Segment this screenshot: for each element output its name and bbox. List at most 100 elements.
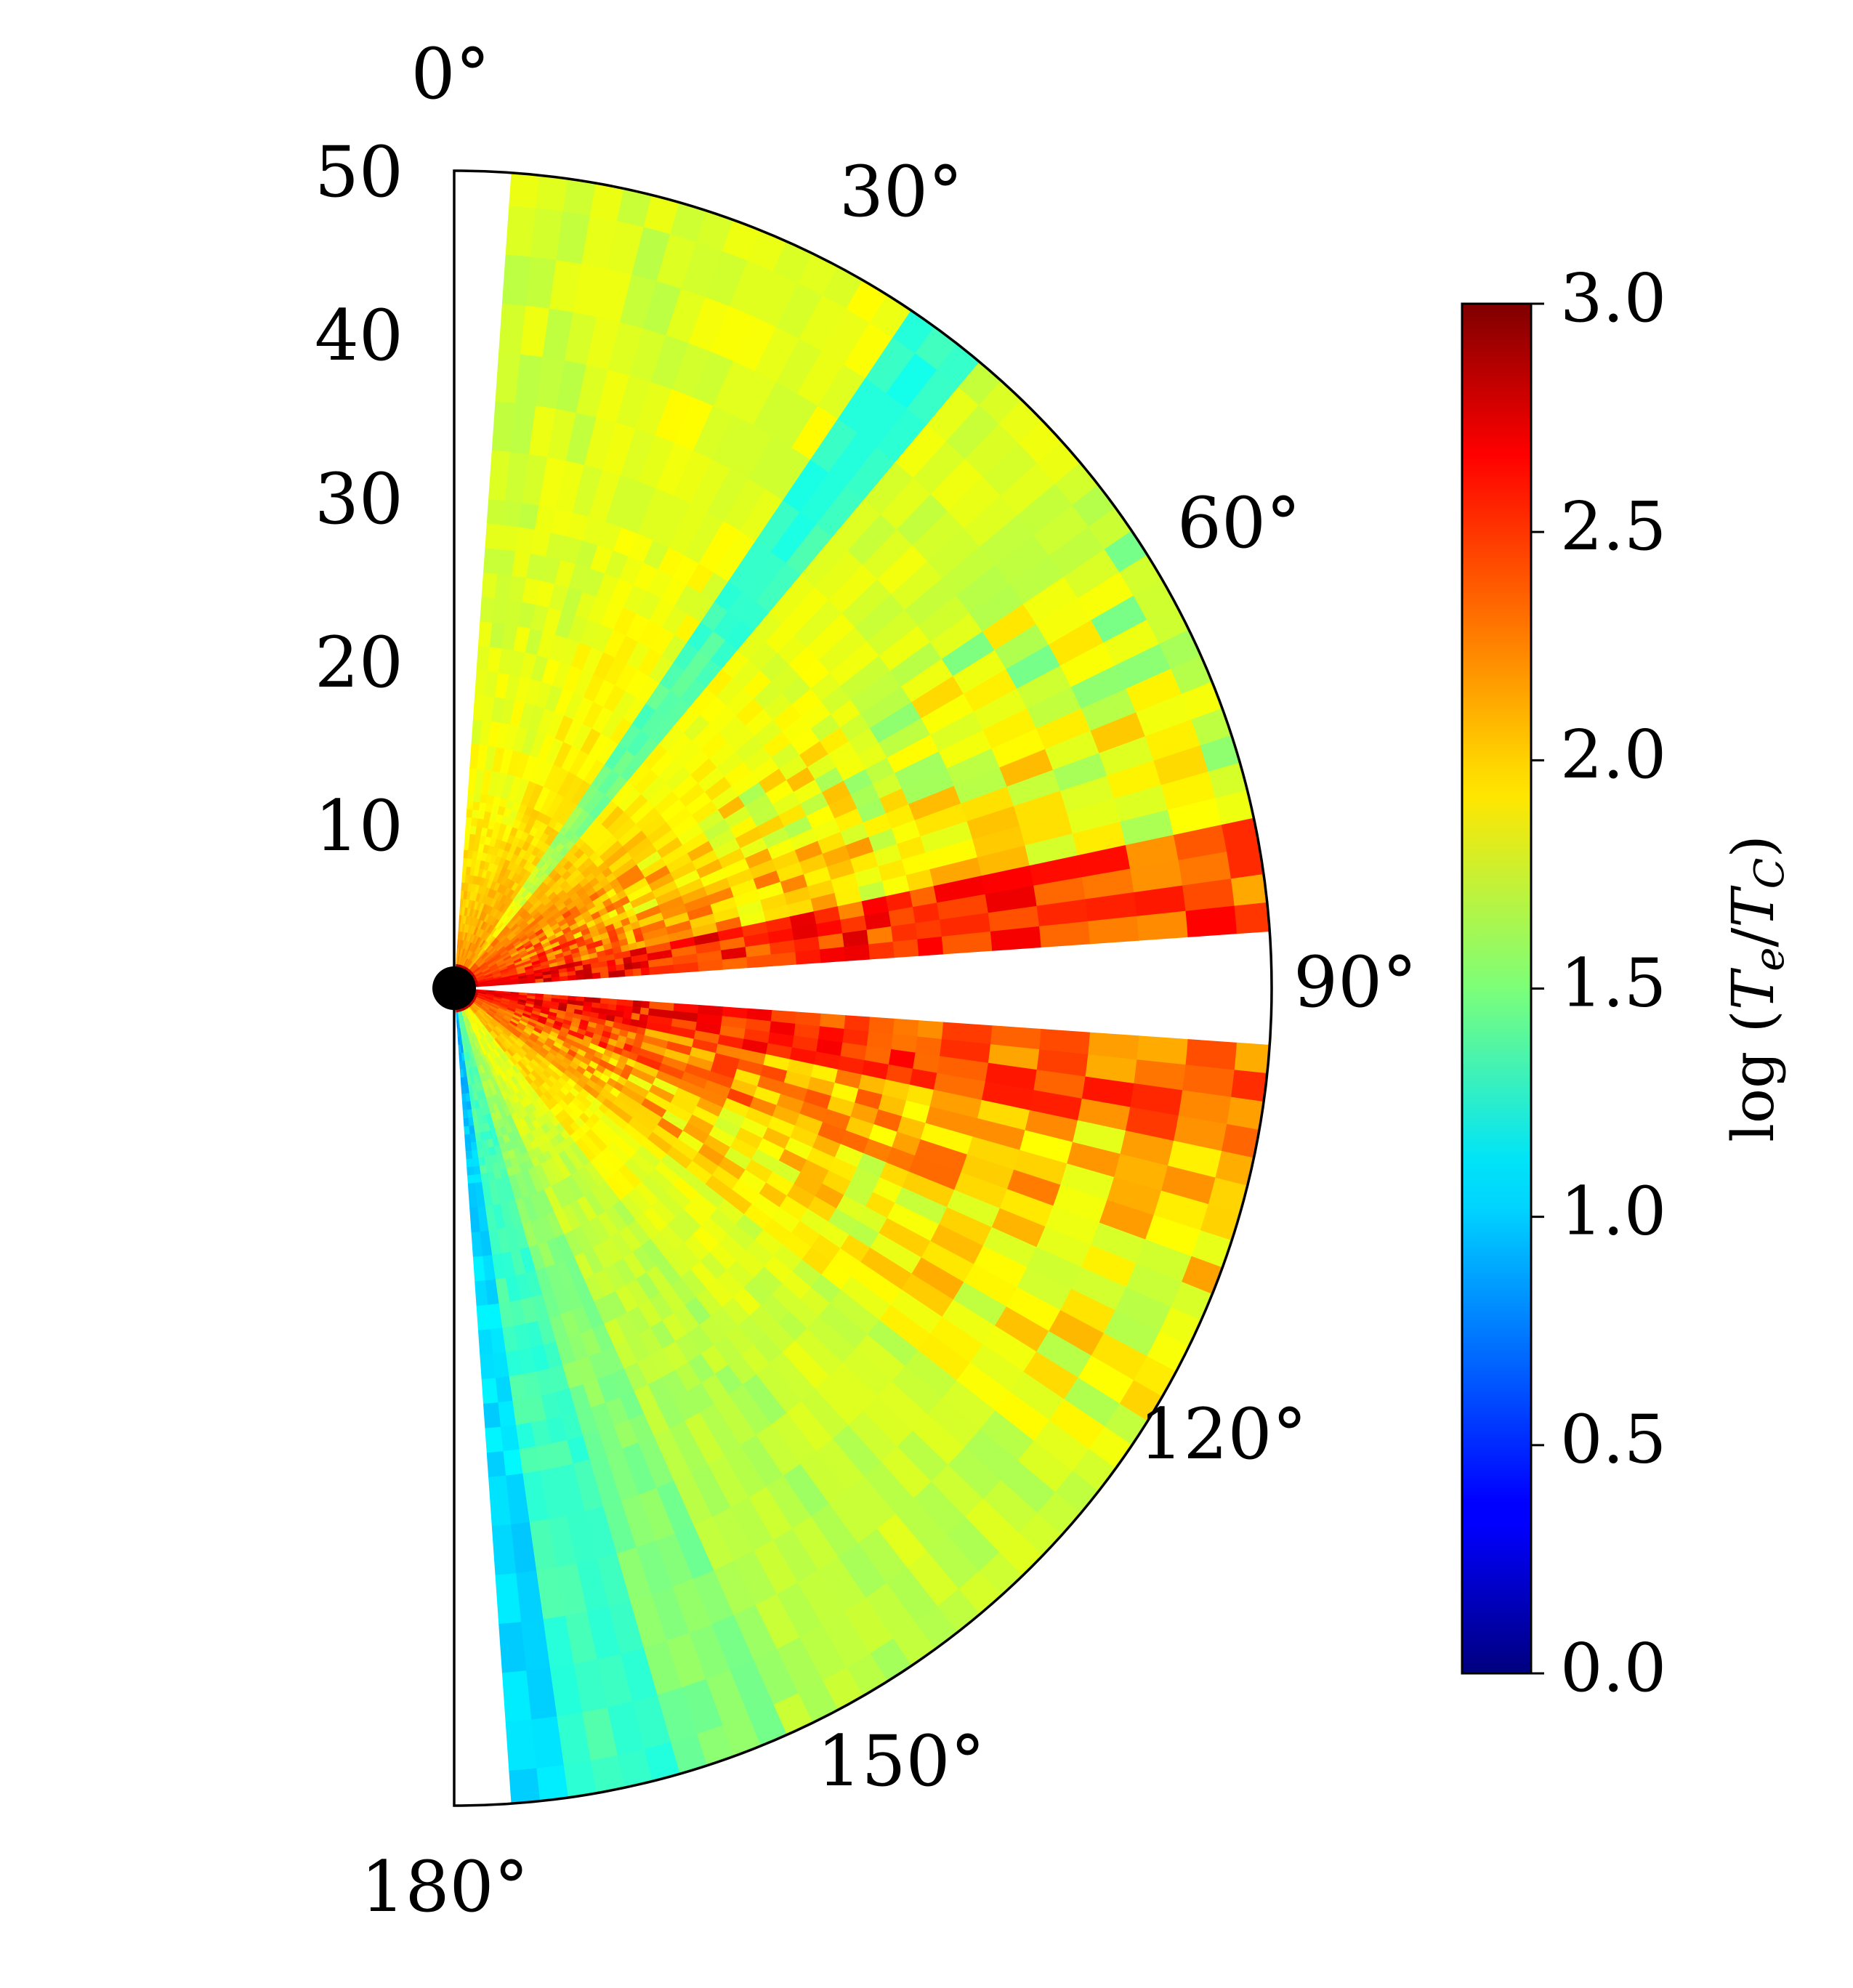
radial-tick-labels: 10 20 30 40 50	[315, 132, 403, 867]
heatmap-cell	[624, 969, 634, 977]
heatmap-cell	[483, 1402, 501, 1429]
heatmap-cell	[460, 1085, 466, 1095]
heatmap-cell	[464, 1134, 471, 1144]
heatmap-cell	[463, 1126, 470, 1136]
heatmap-cell	[463, 1118, 469, 1128]
heatmap-cell	[1137, 910, 1189, 941]
heatmap-cell	[484, 1426, 504, 1454]
heatmap-cell	[891, 923, 919, 943]
radial-tick-label: 40	[315, 295, 403, 376]
heatmap-cell	[498, 1622, 527, 1674]
heatmap-cell	[473, 1173, 483, 1184]
heatmap-cell	[770, 952, 797, 966]
heatmap-cell	[465, 1158, 474, 1168]
colorbar-gradient	[1461, 302, 1533, 1675]
central-black-hole	[432, 966, 476, 1010]
colorbar: 0.0 0.5 1.0 1.5 2.0 2.5 3.0 log (Te/TC)	[1461, 259, 1793, 1707]
heatmap-cell	[616, 969, 626, 977]
heatmap-cell	[505, 1719, 537, 1771]
angular-tick-label: 180°	[360, 1846, 528, 1928]
heatmap-cell	[559, 975, 569, 982]
heatmap-cell	[639, 960, 650, 969]
heatmap-cell	[476, 1304, 490, 1331]
radial-tick-label: 20	[315, 622, 403, 703]
heatmap-cell	[1234, 1042, 1272, 1076]
heatmap-cell	[467, 1174, 475, 1184]
colorbar-tick-label: 0.5	[1560, 1401, 1666, 1479]
heatmap-cell	[844, 944, 871, 961]
heatmap-cell	[459, 1061, 464, 1070]
heatmap-cell	[543, 977, 553, 982]
heatmap-cell	[508, 1768, 542, 1806]
heatmap-cell	[461, 1102, 468, 1111]
heatmap-cell	[497, 1400, 517, 1428]
heatmap-cell	[746, 954, 773, 969]
heatmap-cell	[608, 970, 618, 978]
heatmap-cell	[466, 1166, 475, 1176]
heatmap-cell	[465, 1150, 473, 1160]
heatmap-cell	[479, 1353, 496, 1381]
heatmap-cell	[486, 498, 506, 525]
heatmap-cell	[576, 974, 586, 980]
heatmap-cell	[484, 522, 504, 550]
heatmap-cell	[640, 1001, 650, 1009]
heatmap-cell	[795, 949, 822, 965]
colorbar-ticks: 0.0 0.5 1.0 1.5 2.0 2.5 3.0	[1531, 259, 1666, 1707]
heatmap-cell	[592, 972, 602, 979]
heatmap-cell	[466, 800, 475, 810]
radial-tick-label: 50	[315, 132, 403, 213]
heatmap-cell	[508, 171, 542, 209]
heatmap-cell	[915, 919, 942, 940]
heatmap-cell	[464, 1142, 472, 1152]
colorbar-tick-label: 1.5	[1560, 944, 1666, 1022]
heatmap-cell	[868, 1017, 895, 1035]
heatmap-cell	[474, 1280, 488, 1307]
colorbar-tick-label: 0.0	[1560, 1629, 1666, 1707]
heatmap-cell	[917, 936, 944, 956]
heatmap-cell	[892, 1018, 920, 1038]
heatmap-cell	[1088, 916, 1140, 945]
heatmap-cell	[477, 1329, 493, 1356]
heatmap-cell	[640, 967, 650, 976]
angular-tick-label: 150°	[817, 1721, 985, 1802]
heatmap-cell	[632, 968, 642, 977]
heatmap-cell	[459, 1069, 464, 1078]
heatmap-cell	[892, 939, 920, 958]
heatmap-cell	[866, 926, 894, 945]
temperature-heatmap	[454, 171, 1272, 1806]
heatmap-cell	[1234, 900, 1272, 934]
colorbar-tick-label: 2.5	[1560, 488, 1666, 565]
angular-tick-label: 90°	[1293, 942, 1417, 1023]
heatmap-cell	[461, 1093, 467, 1103]
heatmap-cell	[631, 961, 642, 970]
heatmap-cell	[460, 1077, 465, 1087]
colorbar-tick-label: 1.0	[1560, 1173, 1666, 1250]
heatmap-cell	[510, 981, 520, 985]
colorbar-tick-label: 3.0	[1560, 259, 1666, 337]
heatmap-cell	[472, 1165, 481, 1176]
heatmap-cell	[551, 977, 561, 982]
angular-tick-label: 0°	[411, 33, 490, 115]
heatmap-cell	[1185, 905, 1238, 937]
angular-tick-label: 60°	[1177, 482, 1301, 564]
heatmap-cell	[632, 1000, 642, 1009]
angular-tick-label: 30°	[839, 151, 963, 233]
radial-tick-label: 10	[315, 785, 403, 867]
angular-tick-label: 120°	[1139, 1394, 1307, 1475]
radial-tick-label: 30	[315, 458, 403, 540]
heatmap-cell	[502, 1449, 523, 1476]
heatmap-cell	[527, 979, 536, 984]
heatmap-cell	[535, 978, 544, 983]
heatmap-cell	[486, 1451, 506, 1478]
heatmap-cell	[472, 1256, 485, 1282]
heatmap-cell	[483, 547, 501, 574]
heatmap-cell	[600, 971, 610, 979]
heatmap-cell	[467, 792, 475, 802]
colorbar-tick-label: 2.0	[1560, 716, 1666, 793]
heatmap-cell	[722, 957, 748, 970]
heatmap-cell	[917, 1020, 944, 1041]
colorbar-label: log (Te/TC)	[1719, 835, 1793, 1142]
heatmap-cell	[568, 974, 577, 981]
heatmap-cell	[499, 1425, 520, 1452]
